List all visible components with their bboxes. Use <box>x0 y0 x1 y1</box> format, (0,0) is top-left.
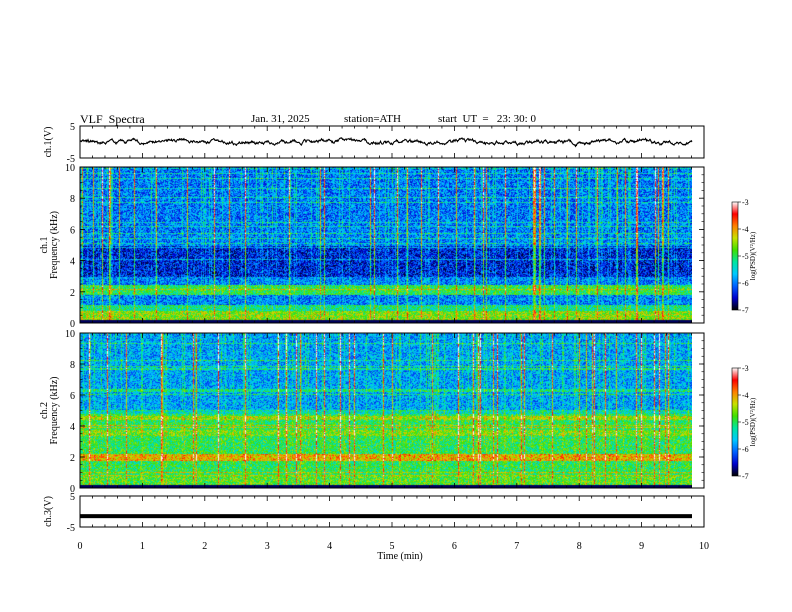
y-tick-label: -5 <box>67 523 75 534</box>
x-tick-label: 8 <box>577 541 582 552</box>
figure-title: VLF Spectra <box>80 112 145 126</box>
y-tick-label: 2 <box>70 453 75 464</box>
spectrogram-image <box>80 167 692 323</box>
y-tick-label: 2 <box>70 288 75 299</box>
y-axis-label: ch.2 <box>39 402 50 419</box>
x-tick-label: 6 <box>452 541 457 552</box>
y-tick-label: 6 <box>70 391 75 402</box>
x-axis-label: Time (min) <box>377 551 422 562</box>
colorbar-tick-label: -6 <box>742 279 749 288</box>
colorbar <box>731 367 739 477</box>
colorbar-tick-label: -6 <box>742 445 749 454</box>
y-tick-label: 5 <box>70 492 75 503</box>
colorbar-tick-label: -5 <box>742 418 749 427</box>
x-tick-label: 2 <box>202 541 207 552</box>
x-tick-label: 9 <box>639 541 644 552</box>
x-tick-label: 7 <box>514 541 519 552</box>
x-tick-label: 4 <box>327 541 332 552</box>
y-axis-label: Frequency (kHz) <box>49 376 60 444</box>
ch3-waveform-line <box>80 514 692 519</box>
y-axis-label: ch.3(V) <box>43 496 54 527</box>
x-tick-label: 5 <box>390 541 395 552</box>
x-tick-label: 10 <box>699 541 709 552</box>
colorbar-tick-label: -5 <box>742 252 749 261</box>
ch1-waveform-line <box>79 136 693 148</box>
colorbar-tick-label: -7 <box>742 306 749 315</box>
colorbar-tick-label: -4 <box>742 225 749 234</box>
date-label: Jan. 31, 2025 <box>251 113 310 125</box>
y-tick-label: 6 <box>70 225 75 236</box>
y-tick-label: -5 <box>67 154 75 165</box>
y-axis-label: ch.1 <box>39 237 50 254</box>
colorbar-tick-label: -7 <box>742 472 749 481</box>
y-tick-label: 5 <box>70 122 75 133</box>
start-time-label: start UT = 23: 30: 0 <box>438 113 536 125</box>
spectrogram-image <box>80 333 692 488</box>
x-tick-label: 1 <box>140 541 145 552</box>
y-tick-label: 0 <box>70 319 75 330</box>
y-tick-label: 8 <box>70 194 75 205</box>
y-tick-label: 8 <box>70 360 75 371</box>
y-tick-label: 10 <box>65 163 75 174</box>
colorbar-tick-label: -4 <box>742 391 749 400</box>
station-label: station=ATH <box>344 113 401 125</box>
y-tick-label: 4 <box>70 257 75 268</box>
colorbar-tick-label: -3 <box>742 364 749 373</box>
y-axis-label: Frequency (kHz) <box>49 211 60 279</box>
y-tick-label: 4 <box>70 422 75 433</box>
y-axis-label: ch.1(V) <box>43 127 54 158</box>
colorbar-tick-label: -3 <box>742 198 749 207</box>
x-tick-label: 3 <box>265 541 270 552</box>
colorbar <box>731 201 739 311</box>
y-tick-label: 0 <box>70 484 75 495</box>
x-tick-label: 0 <box>78 541 83 552</box>
colorbar-label: log(PSD)(V²/Hz) <box>749 231 757 280</box>
colorbar-label: log(PSD)(V²/Hz) <box>749 397 757 446</box>
y-tick-label: 10 <box>65 329 75 340</box>
